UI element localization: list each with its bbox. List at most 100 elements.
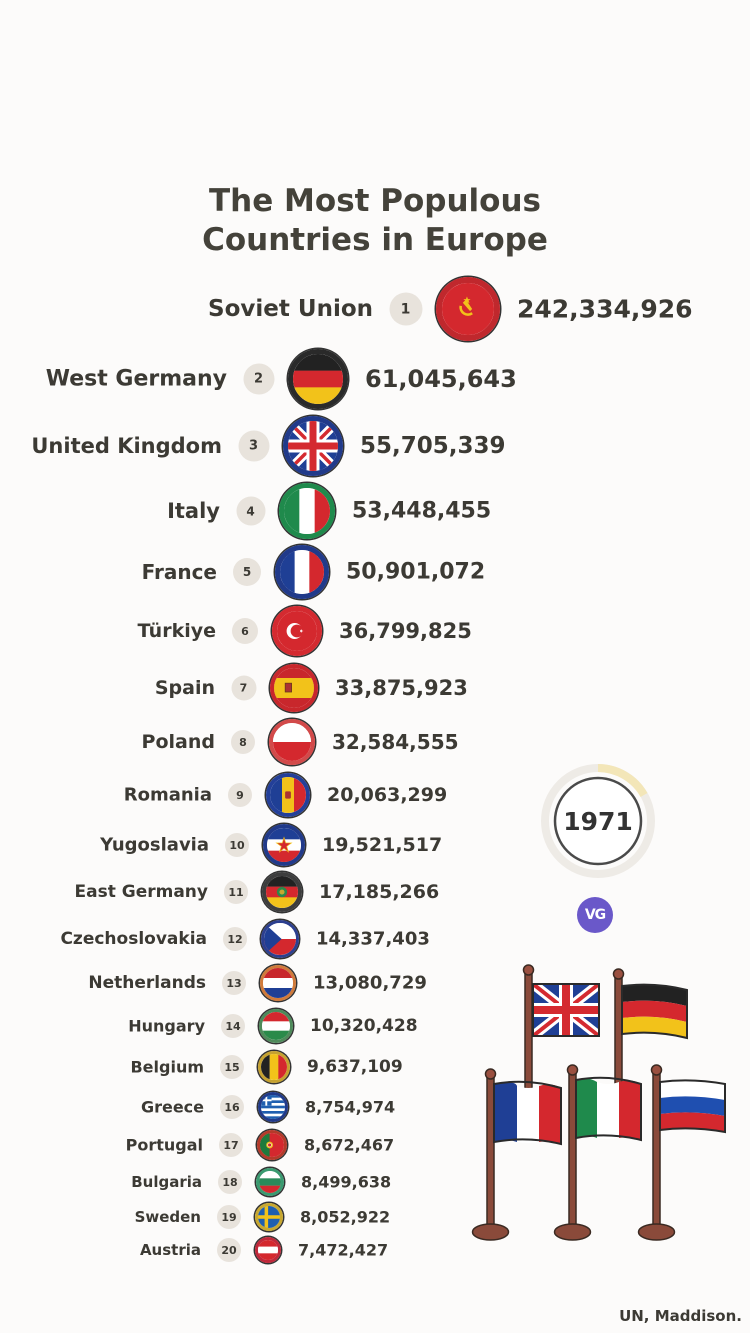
rank-badge: 1 — [389, 292, 422, 326]
rank-badge: 17 — [219, 1133, 243, 1157]
turkiye-flag-icon — [272, 606, 322, 656]
table-row: Poland 8 32,584,555 — [0, 719, 750, 765]
population-value: 36,799,825 — [339, 619, 472, 643]
country-name: Portugal — [125, 1135, 203, 1155]
table-row: Netherlands 13 13,080,729 — [0, 965, 750, 1001]
country-name: Poland — [141, 731, 215, 753]
table-row: Italy 4 53,448,455 — [0, 483, 750, 539]
vg-logo: VG — [577, 897, 613, 933]
country-name: Czechoslovakia — [60, 929, 207, 949]
country-name: Romania — [123, 784, 212, 806]
population-value: 50,901,072 — [346, 559, 486, 585]
table-row: Spain 7 33,875,923 — [0, 664, 750, 712]
table-row: East Germany 11 17,185,266 — [0, 872, 750, 912]
rank-badge: 6 — [232, 618, 258, 644]
italy-flag-icon — [553, 1064, 642, 1241]
rank-badge: 12 — [223, 927, 247, 951]
table-row: West Germany 2 61,045,643 — [0, 349, 750, 409]
population-value: 17,185,266 — [319, 881, 440, 903]
united-kingdom-flag-icon — [283, 416, 343, 476]
rank-badge: 4 — [236, 496, 265, 526]
table-row: Belgium 15 9,637,109 — [0, 1051, 750, 1083]
rank-badge: 8 — [231, 730, 255, 754]
rank-badge: 19 — [217, 1205, 241, 1229]
east-germany-flag-icon — [262, 872, 302, 912]
rank-badge: 15 — [220, 1055, 244, 1079]
bulgaria-flag-icon — [256, 1168, 284, 1196]
population-value: 8,672,467 — [304, 1135, 395, 1155]
country-name: France — [141, 560, 217, 584]
population-value: 20,063,299 — [327, 784, 448, 806]
country-name: Belgium — [130, 1057, 204, 1077]
france-flag-icon — [471, 1068, 562, 1241]
country-name: Greece — [140, 1097, 204, 1117]
population-value: 33,875,923 — [335, 676, 468, 700]
rank-badge: 2 — [243, 363, 274, 395]
table-row: United Kingdom 3 55,705,339 — [0, 416, 750, 476]
year-label: 1971 — [563, 806, 633, 836]
spain-flag-icon — [270, 664, 318, 712]
west-germany-flag-icon — [288, 349, 348, 409]
germany-flag-icon — [612, 968, 688, 1095]
table-row: Soviet Union 1 242,334,926 — [0, 277, 750, 341]
population-value: 61,045,643 — [365, 365, 517, 393]
population-value: 14,337,403 — [316, 928, 430, 950]
rank-badge: 3 — [238, 430, 269, 462]
table-row: Austria 20 7,472,427 — [0, 1237, 750, 1263]
source-label: UN, Maddison. — [619, 1307, 742, 1325]
russia-flag-icon — [637, 1064, 726, 1241]
population-value: 8,754,974 — [305, 1097, 396, 1117]
country-name: West Germany — [45, 366, 227, 392]
population-value: 53,448,455 — [352, 498, 492, 524]
romania-flag-icon — [266, 773, 310, 817]
yugoslavia-flag-icon — [263, 824, 305, 866]
rank-badge: 5 — [233, 558, 261, 586]
population-value: 10,320,428 — [310, 1016, 418, 1036]
country-name: Soviet Union — [208, 296, 373, 322]
table-row: Romania 9 20,063,299 — [0, 773, 750, 817]
population-value: 8,499,638 — [301, 1172, 392, 1192]
rank-badge: 10 — [225, 833, 249, 857]
belgium-flag-icon — [258, 1051, 290, 1083]
rank-badge: 20 — [217, 1238, 241, 1262]
table-row: Hungary 14 10,320,428 — [0, 1009, 750, 1043]
czechoslovakia-flag-icon — [261, 920, 299, 958]
table-row: Yugoslavia 10 19,521,517 — [0, 824, 750, 866]
decorative-flags-illustration — [471, 964, 726, 1241]
table-row: Bulgaria 18 8,499,638 — [0, 1168, 750, 1196]
country-name: Spain — [154, 677, 215, 699]
population-value: 55,705,339 — [360, 433, 506, 459]
rank-badge: 11 — [224, 880, 248, 904]
population-value: 13,080,729 — [313, 972, 427, 994]
year-progress-ring — [541, 764, 655, 878]
united-kingdom-flag-icon — [522, 964, 600, 1091]
italy-flag-icon — [279, 483, 335, 539]
hungary-flag-icon — [259, 1009, 293, 1043]
population-value: 8,052,922 — [300, 1207, 391, 1227]
country-name: Netherlands — [88, 973, 206, 993]
chart-title-line-1: The Most Populous — [209, 183, 541, 219]
rank-badge: 14 — [221, 1014, 245, 1038]
country-name: East Germany — [74, 882, 209, 902]
country-name: Hungary — [128, 1016, 205, 1036]
population-value: 32,584,555 — [332, 730, 459, 754]
country-name: Sweden — [134, 1208, 201, 1226]
country-name: Italy — [167, 499, 220, 523]
table-row: France 5 50,901,072 — [0, 545, 750, 599]
country-name: Austria — [139, 1241, 201, 1259]
table-row: Sweden 19 8,052,922 — [0, 1203, 750, 1231]
population-value: 19,521,517 — [322, 834, 443, 856]
greece-flag-icon — [258, 1092, 288, 1122]
country-name: Türkiye — [137, 620, 216, 642]
chart-title: The Most Populous Countries in Europe — [0, 182, 750, 260]
population-value: 242,334,926 — [517, 294, 693, 324]
table-row: Türkiye 6 36,799,825 — [0, 606, 750, 656]
rank-badge: 7 — [231, 675, 256, 701]
sweden-flag-icon — [255, 1203, 283, 1231]
portugal-flag-icon — [257, 1130, 287, 1160]
country-name: Yugoslavia — [100, 834, 209, 856]
table-row: Czechoslovakia 12 14,337,403 — [0, 920, 750, 958]
country-name: United Kingdom — [31, 434, 222, 458]
rank-badge: 16 — [220, 1095, 244, 1119]
